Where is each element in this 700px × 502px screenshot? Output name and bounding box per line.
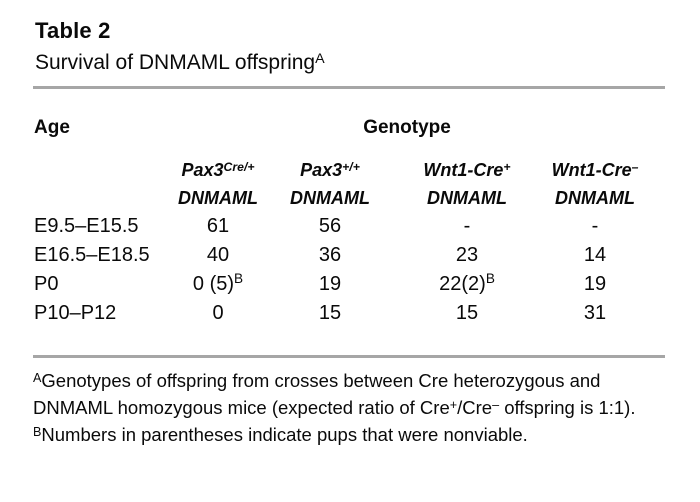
table-row-e9-e15: E9.5–E15.5 61 56 - -: [33, 212, 665, 241]
table-cell: 14: [583, 244, 607, 266]
top-rule: [33, 86, 665, 89]
table-row-e16-e18: E16.5–E18.5 40 36 23 14: [33, 241, 665, 270]
column-header-wnt1cre-neg: Wnt1-Cre– DNMAML: [551, 159, 639, 208]
row-age-label: P0: [34, 273, 59, 295]
table-cell: 15: [455, 302, 479, 324]
table-cell: 31: [583, 302, 607, 324]
footnote-a: AGenotypes of offspring from crosses bet…: [33, 370, 636, 418]
age-column-header: Age: [34, 117, 70, 138]
column-header-pax3cre: Pax3Cre/+ DNMAML: [178, 159, 258, 208]
table-number-title: Table 2: [35, 18, 111, 43]
row-age-label: P10–P12: [34, 302, 117, 324]
table-footnotes: AGenotypes of offspring from crosses bet…: [33, 367, 683, 448]
footnote-a-marker: A: [33, 370, 42, 385]
table-cell: 19: [318, 273, 342, 295]
genotype-group-header: Genotype: [363, 117, 451, 138]
table-cell: 56: [318, 215, 342, 237]
table-cell: -: [591, 215, 599, 237]
column-header-wnt1cre-pos: Wnt1-Cre+ DNMAML: [423, 159, 511, 208]
row-age-label: E16.5–E18.5: [34, 244, 150, 266]
table-cell: 36: [318, 244, 342, 266]
column-header-pax3wt: Pax3+/+ DNMAML: [290, 159, 370, 208]
row-age-label: E9.5–E15.5: [34, 215, 139, 237]
table-caption: Survival of DNMAML offspringA: [35, 52, 325, 74]
table-cell: -: [463, 215, 471, 237]
empty-header-cell: [33, 156, 185, 212]
footnote-b: BNumbers in parentheses indicate pups th…: [33, 424, 528, 445]
table-cell: 19: [583, 273, 607, 295]
table-caption-footnote-marker: A: [315, 51, 325, 68]
table-cell: 22(2) B: [439, 270, 495, 295]
bottom-rule: [33, 355, 665, 358]
table-cell: 0: [212, 302, 224, 324]
footnote-b-marker: B: [33, 424, 42, 439]
table-cell: 0 (5) B: [192, 270, 244, 295]
table-caption-text: Survival of DNMAML offspring: [35, 51, 316, 74]
table-cell: 15: [318, 302, 342, 324]
survival-table: Age Genotype Pax3Cre/+ DNMAML Pax3+/+ DNMA…: [33, 89, 665, 328]
table-cell: 61: [206, 215, 230, 237]
table-row-p10-p12: P10–P12 0 15 15 31: [33, 299, 665, 328]
table-cell: 23: [455, 244, 479, 266]
table-row-p0: P0 0 (5) B 19 22(2) B 19: [33, 270, 665, 299]
table-cell: 40: [206, 244, 230, 266]
table-subheader-row: Pax3Cre/+ DNMAML Pax3+/+ DNMAML Wnt1-Cre+ D…: [33, 156, 665, 212]
table-header-row: Age Genotype: [33, 89, 665, 139]
